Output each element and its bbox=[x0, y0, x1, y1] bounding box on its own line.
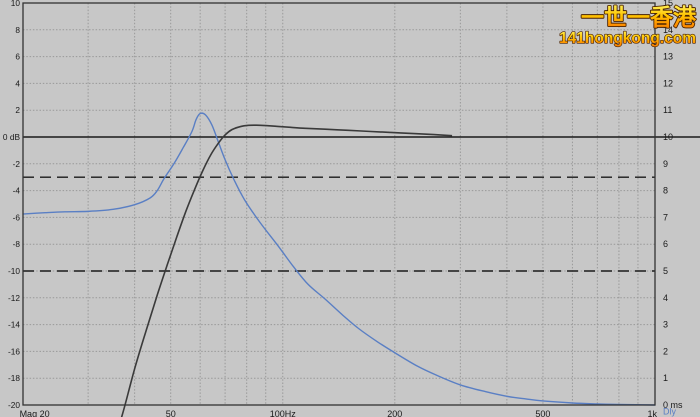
svg-text:-14: -14 bbox=[8, 320, 20, 330]
svg-text:10: 10 bbox=[11, 0, 21, 8]
svg-text:7: 7 bbox=[663, 212, 668, 222]
svg-text:6: 6 bbox=[15, 52, 20, 62]
svg-text:-6: -6 bbox=[13, 212, 21, 222]
svg-text:-4: -4 bbox=[13, 186, 21, 196]
svg-text:一世一香港: 一世一香港 bbox=[581, 4, 697, 30]
svg-text:141hongkong.com: 141hongkong.com bbox=[559, 30, 696, 47]
svg-text:11: 11 bbox=[663, 105, 672, 115]
svg-text:Mag 20: Mag 20 bbox=[20, 409, 50, 417]
svg-text:-20: -20 bbox=[8, 400, 20, 410]
svg-text:50: 50 bbox=[166, 409, 176, 417]
svg-text:3: 3 bbox=[663, 320, 668, 330]
svg-text:500: 500 bbox=[535, 409, 550, 417]
svg-text:100Hz: 100Hz bbox=[270, 409, 297, 417]
svg-text:Dly: Dly bbox=[663, 406, 676, 416]
svg-text:6: 6 bbox=[663, 239, 668, 249]
svg-text:2: 2 bbox=[15, 105, 20, 115]
svg-text:5: 5 bbox=[663, 266, 668, 276]
svg-text:1k: 1k bbox=[647, 409, 657, 417]
svg-text:9: 9 bbox=[663, 159, 668, 169]
svg-text:4: 4 bbox=[663, 293, 668, 303]
svg-text:12: 12 bbox=[663, 78, 673, 88]
svg-text:13: 13 bbox=[663, 52, 673, 62]
svg-text:-12: -12 bbox=[8, 293, 20, 303]
svg-text:-8: -8 bbox=[13, 239, 21, 249]
svg-text:200: 200 bbox=[387, 409, 402, 417]
svg-text:1: 1 bbox=[663, 373, 668, 383]
svg-text:-2: -2 bbox=[13, 159, 21, 169]
svg-text:10: 10 bbox=[663, 132, 673, 142]
svg-text:2: 2 bbox=[663, 346, 668, 356]
svg-text:-16: -16 bbox=[8, 346, 20, 356]
svg-text:8: 8 bbox=[663, 186, 668, 196]
svg-text:0 dB: 0 dB bbox=[3, 132, 21, 142]
svg-text:8: 8 bbox=[15, 25, 20, 35]
svg-text:4: 4 bbox=[15, 78, 20, 88]
svg-text:-18: -18 bbox=[8, 373, 20, 383]
svg-text:-10: -10 bbox=[8, 266, 20, 276]
